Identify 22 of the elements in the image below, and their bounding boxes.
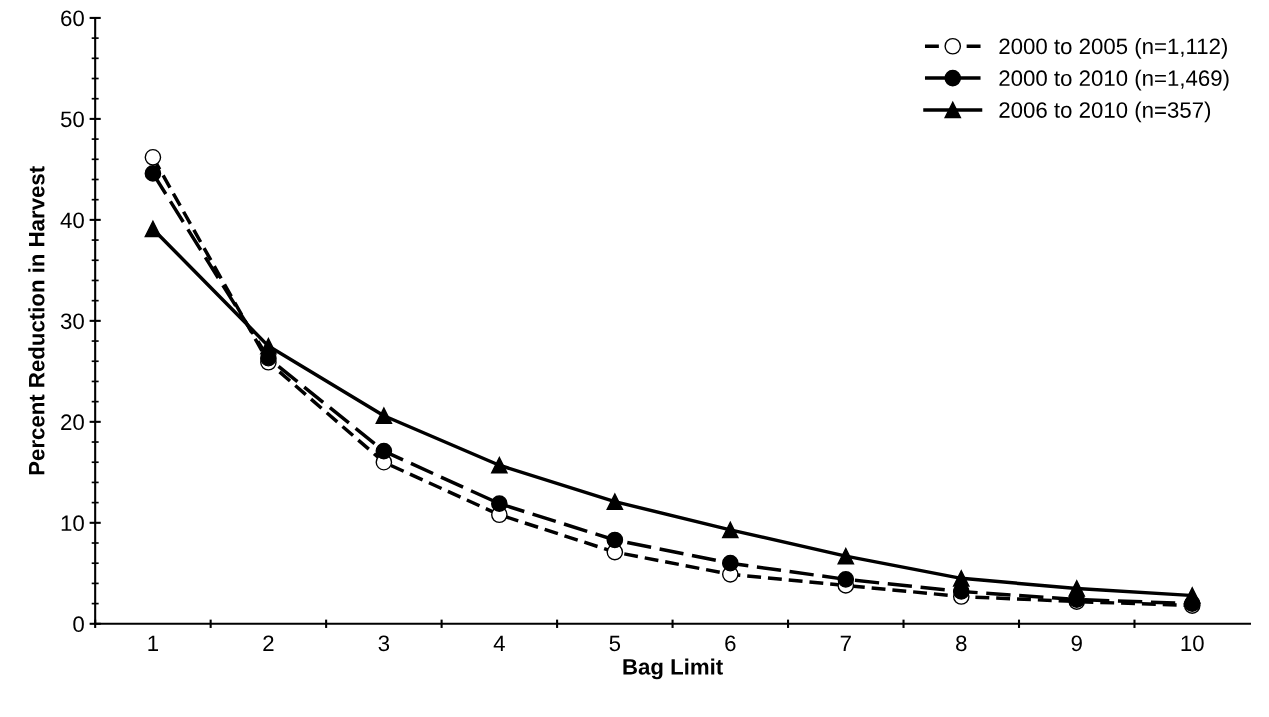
legend-label: 2006 to 2010 (n=357) xyxy=(999,101,1211,123)
y-tick-label: 60 xyxy=(61,10,84,27)
x-tick-label: 2 xyxy=(263,635,274,652)
x-axis-title: Bag Limit xyxy=(623,658,723,680)
x-tick-label: 5 xyxy=(609,635,621,652)
x-tick-label: 8 xyxy=(956,635,967,652)
y-axis-title: Percent Reduction in Harvest xyxy=(28,166,45,475)
y-tick-label: 40 xyxy=(60,212,84,229)
x-tick-label: 4 xyxy=(493,635,505,652)
x-tick-label: 9 xyxy=(1071,635,1082,652)
x-tick-label: 7 xyxy=(840,635,851,652)
legend-label: 2000 to 2010 (n=1,469) xyxy=(999,69,1229,91)
y-tick-label: 10 xyxy=(61,515,84,532)
y-tick-label: 30 xyxy=(60,313,84,330)
legend-label: 2000 to 2005 (n=1,112) xyxy=(999,37,1227,59)
x-tick-label: 10 xyxy=(1181,635,1204,652)
y-tick-label: 50 xyxy=(60,111,84,128)
x-tick-label: 1 xyxy=(148,635,159,652)
y-tick-label: 0 xyxy=(73,616,84,633)
x-tick-label: 6 xyxy=(725,635,736,652)
y-tick-label: 20 xyxy=(61,414,84,431)
x-tick-label: 3 xyxy=(378,635,390,652)
